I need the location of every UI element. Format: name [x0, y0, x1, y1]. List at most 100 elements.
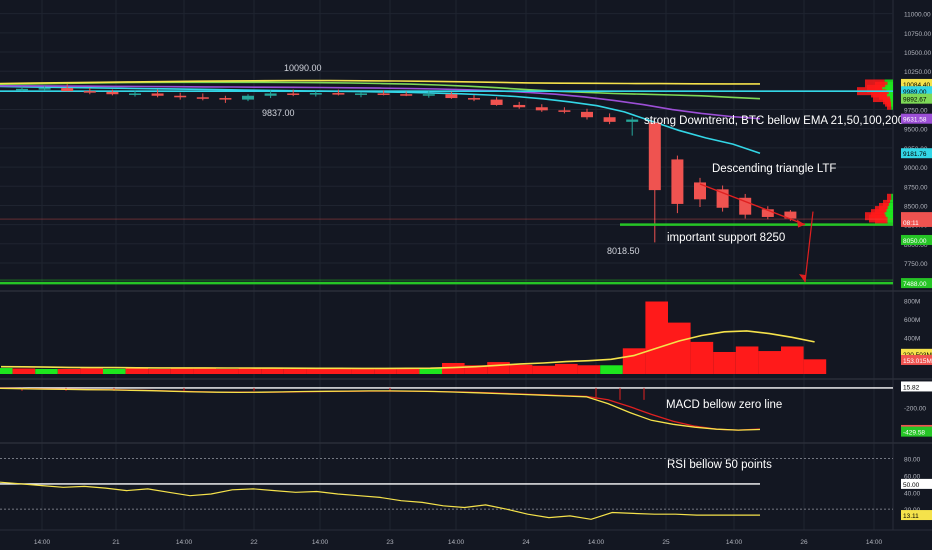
volume-profile-bar: [887, 101, 892, 110]
price-axis-tick: 10750.00: [904, 31, 931, 38]
volume-bar: [103, 368, 126, 374]
time-axis-tick: 25: [662, 539, 670, 546]
volume-bar: [148, 368, 171, 374]
volume-bar: [35, 368, 58, 374]
volume-bar: [374, 368, 397, 374]
rsi-axis-tick: 40.00: [904, 490, 921, 497]
candle-body: [106, 91, 119, 95]
price-axis-tick: 7750.00: [904, 261, 928, 268]
price-tag: [901, 148, 932, 159]
candle-body: [784, 211, 797, 219]
candle-body: [38, 88, 51, 90]
time-axis-tick: 23: [386, 539, 394, 546]
volume-bar: [442, 362, 465, 374]
candle-body: [581, 111, 593, 118]
volume-profile-bar: [891, 193, 893, 202]
time-axis-tick: 14:00: [34, 539, 51, 546]
volume-bar: [193, 368, 216, 374]
volume-profile-bar: [873, 94, 887, 103]
macd-line: [0, 387, 761, 431]
price-low-label-right: 8018.50: [607, 246, 640, 256]
candle-body: [129, 93, 141, 95]
ema-200-line: [0, 79, 760, 85]
price-tag-label: 9631.58: [903, 117, 927, 124]
rsi-annotation: RSI bellow 50 points: [667, 459, 772, 471]
volume-bar: [80, 368, 103, 374]
candle-body: [355, 93, 367, 95]
rsi-tag: [901, 510, 932, 521]
volume-axis-tick: 600M: [904, 317, 920, 324]
projection-arrowhead: [799, 274, 806, 283]
volume-bar: [283, 368, 307, 374]
descending-triangle-trendline: [699, 183, 806, 226]
candle-body: [377, 93, 390, 95]
candle-body: [83, 91, 96, 93]
volume-bar: [216, 368, 239, 374]
candle-body: [468, 98, 480, 100]
price-tag: [901, 78, 932, 89]
downtrend-annotation: strong Downtrend, BTC bellow EMA 21,50,1…: [644, 115, 904, 127]
volume-tag: [901, 354, 932, 365]
time-axis-tick: 14:00: [176, 539, 193, 546]
volume-bar: [0, 368, 13, 374]
candle-body: [242, 95, 254, 100]
trendline-arrowhead: [797, 219, 805, 228]
volume-bar: [803, 359, 827, 374]
time-axis-tick: 22: [250, 539, 258, 546]
price-tag: [901, 86, 932, 97]
time-axis-tick: 14:00: [312, 539, 329, 546]
candle-body: [196, 97, 209, 99]
price-tag-label: 8050.00: [903, 238, 927, 245]
price-axis-tick: 9750.00: [904, 108, 928, 115]
price-high-label: 10090.00: [284, 63, 322, 73]
candle-body: [761, 209, 774, 217]
volume-profile-bar: [887, 193, 892, 202]
volume-profile-bar: [887, 216, 893, 225]
volume-axis-tick: 800M: [904, 299, 920, 306]
price-axis-tick: 8000.00: [904, 242, 928, 249]
volume-bar: [487, 362, 510, 374]
rsi-axis-tick: 80.00: [904, 457, 921, 464]
price-axis-tick: 11000.00: [904, 12, 931, 19]
rsi-line: [0, 481, 760, 520]
time-axis-tick: 21: [112, 539, 120, 546]
candle-body: [648, 122, 661, 191]
candle-body: [400, 94, 413, 96]
price-tag-label: 9892.67: [903, 97, 927, 104]
candle-body: [219, 98, 232, 100]
volume-ma-line: [0, 330, 815, 370]
price-axis-tick: 10500.00: [904, 50, 931, 57]
rsi-tag-label: 50.00: [903, 482, 920, 489]
macd-tag: [901, 381, 932, 392]
volume-bar: [419, 368, 442, 374]
candle-body: [535, 107, 548, 111]
candle-body: [332, 93, 345, 95]
time-axis-tick: 14:00: [866, 539, 883, 546]
volume-bar: [351, 368, 375, 374]
price-axis-tick: 9000.00: [904, 165, 928, 172]
volume-bar: [645, 301, 668, 374]
volume-bar: [306, 368, 329, 374]
candle-body: [16, 88, 28, 91]
volume-bar: [781, 346, 804, 374]
volume-profile-bar: [865, 79, 885, 88]
volume-bar: [758, 351, 781, 374]
price-tag: [901, 93, 932, 104]
time-axis-tick: 24: [522, 539, 530, 546]
time-axis-tick: 14:00: [448, 539, 465, 546]
macd-tag: [901, 426, 932, 437]
price-axis-tick: 8500.00: [904, 203, 928, 210]
candle-body: [61, 88, 74, 92]
candle-body: [445, 94, 458, 99]
price-tag-label: 7488.00: [903, 281, 927, 288]
volume-bar: [12, 368, 36, 374]
rsi-tag: [901, 478, 932, 489]
volume-bar: [57, 368, 81, 374]
volume-bar: [622, 348, 646, 374]
volume-profile-bar: [871, 89, 887, 98]
rsi-tag-label: 13.11: [903, 513, 919, 520]
price-axis-tick: 10250.00: [904, 69, 931, 76]
price-tag: [901, 216, 932, 227]
price-tag: [901, 278, 932, 289]
